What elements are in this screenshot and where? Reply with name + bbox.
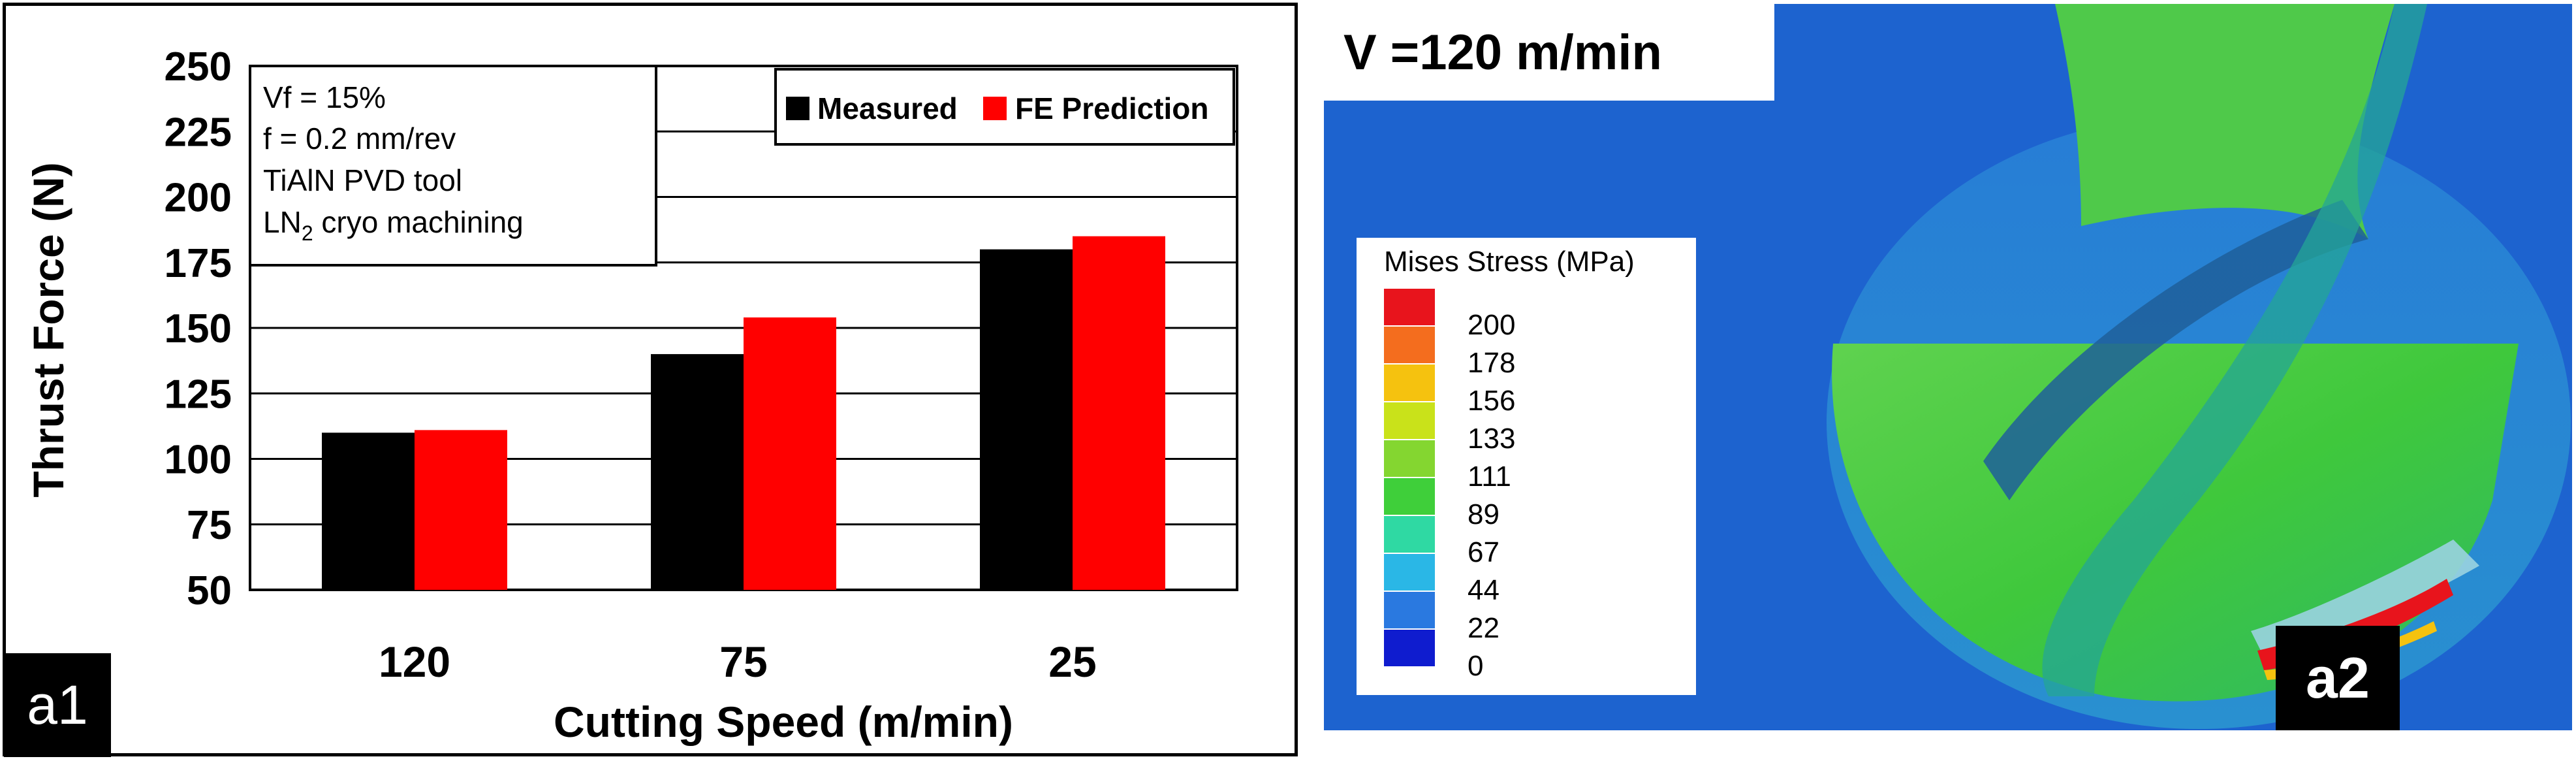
y-tick-label-175: 175	[165, 241, 232, 286]
y-tick-label-75: 75	[187, 503, 232, 548]
drill-flute-upper	[1983, 200, 2368, 500]
stress-scale-label-0: 0	[1468, 650, 1484, 682]
y-tick-label-225: 225	[165, 110, 232, 155]
bar-measured-120	[322, 432, 415, 590]
stress-scale-swatch-200	[1384, 289, 1435, 325]
drill-flute-edge	[2042, 4, 2427, 696]
legend-swatch-fe-prediction	[983, 97, 1007, 120]
x-tick-label-75: 75	[719, 638, 767, 686]
fe-stress-contour-image	[1827, 4, 2571, 729]
y-tick-label-100: 100	[165, 438, 232, 483]
thrust-force-bar-chart: 250 225 200 175 150 125 100 75 50 120 75 25 Vf = 1…	[24, 44, 1238, 746]
bar-fe-prediction-120	[415, 430, 507, 590]
drill-shank	[2055, 4, 2395, 239]
bar-fe-prediction-75	[744, 317, 836, 590]
legend-label-fe-prediction: FE Prediction	[1015, 91, 1208, 125]
panel-label-a1: a1	[4, 653, 111, 757]
annotation-line-4-subscript: 2	[302, 221, 313, 245]
stress-scale-label-133: 133	[1468, 423, 1516, 455]
annotation-line-3: TiAlN PVD tool	[263, 163, 462, 197]
stress-scale-swatch-0	[1384, 630, 1435, 666]
stress-scale-label-200: 200	[1468, 309, 1516, 341]
annotation-line-4-prefix: LN	[263, 205, 302, 239]
stress-scale-label-156: 156	[1468, 385, 1516, 417]
bar-measured-25	[980, 249, 1073, 590]
panel-label-a2: a2	[2276, 626, 2400, 730]
stress-scale-swatch-111	[1384, 440, 1435, 477]
legend-swatch-measured	[786, 97, 809, 120]
stress-scale-label-44: 44	[1468, 574, 1500, 606]
stress-legend: Mises Stress (MPa) 200 178 156 133 111 89 67 44…	[1357, 238, 1696, 695]
y-tick-label-50: 50	[187, 568, 232, 613]
stress-scale-swatch-156	[1384, 364, 1435, 401]
x-axis-title: Cutting Speed (m/min)	[554, 698, 1013, 746]
x-tick-label-120: 120	[379, 638, 450, 686]
chart-legend: Measured FE Prediction	[774, 68, 1235, 146]
bar-fe-prediction-25	[1073, 236, 1165, 590]
annotation-box-border	[249, 65, 657, 267]
stress-scale-label-111: 111	[1468, 461, 1511, 493]
cutting-speed-label: V =120 m/min	[1324, 4, 1774, 101]
annotation-box: Vf = 15% f = 0.2 mm/rev TiAlN PVD tool L…	[249, 65, 657, 267]
x-tick-label-25: 25	[1048, 638, 1096, 686]
stress-scale-label-178: 178	[1468, 347, 1516, 379]
stress-scale-swatch-178	[1384, 327, 1435, 363]
y-tick-label-250: 250	[165, 44, 232, 89]
bar-measured-75	[651, 354, 744, 590]
stress-scale-swatch-67	[1384, 516, 1435, 553]
stress-scale-swatch-89	[1384, 478, 1435, 515]
stress-scale-swatch-22	[1384, 592, 1435, 628]
panel-a2-simulation: V =120 m/min Mises Stress (MPa) 200 178 15…	[1324, 4, 2572, 730]
annotation-line-4-suffix: cryo machining	[313, 205, 524, 239]
stress-scale-swatch-44	[1384, 554, 1435, 591]
stress-scale-label-67: 67	[1468, 536, 1500, 568]
y-tick-label-125: 125	[165, 372, 232, 417]
chart-frame	[3, 3, 1298, 756]
y-tick-label-150: 150	[165, 306, 232, 351]
legend-label-measured: Measured	[817, 91, 958, 125]
annotation-line-2: f = 0.2 mm/rev	[263, 121, 456, 155]
stress-scale-label-22: 22	[1468, 612, 1500, 644]
y-tick-label-200: 200	[165, 176, 232, 221]
annotation-line-4: LN2 cryo machining	[263, 205, 524, 245]
stress-scale-swatch-133	[1384, 402, 1435, 439]
panel-a1-chart: 250 225 200 175 150 125 100 75 50 120 75 25 Vf = 1…	[3, 3, 1298, 757]
y-axis-title: Thrust Force (N)	[24, 162, 72, 497]
annotation-line-1: Vf = 15%	[263, 80, 386, 114]
stress-scale-label-89: 89	[1468, 498, 1500, 530]
stress-legend-title: Mises Stress (MPa)	[1384, 246, 1635, 278]
